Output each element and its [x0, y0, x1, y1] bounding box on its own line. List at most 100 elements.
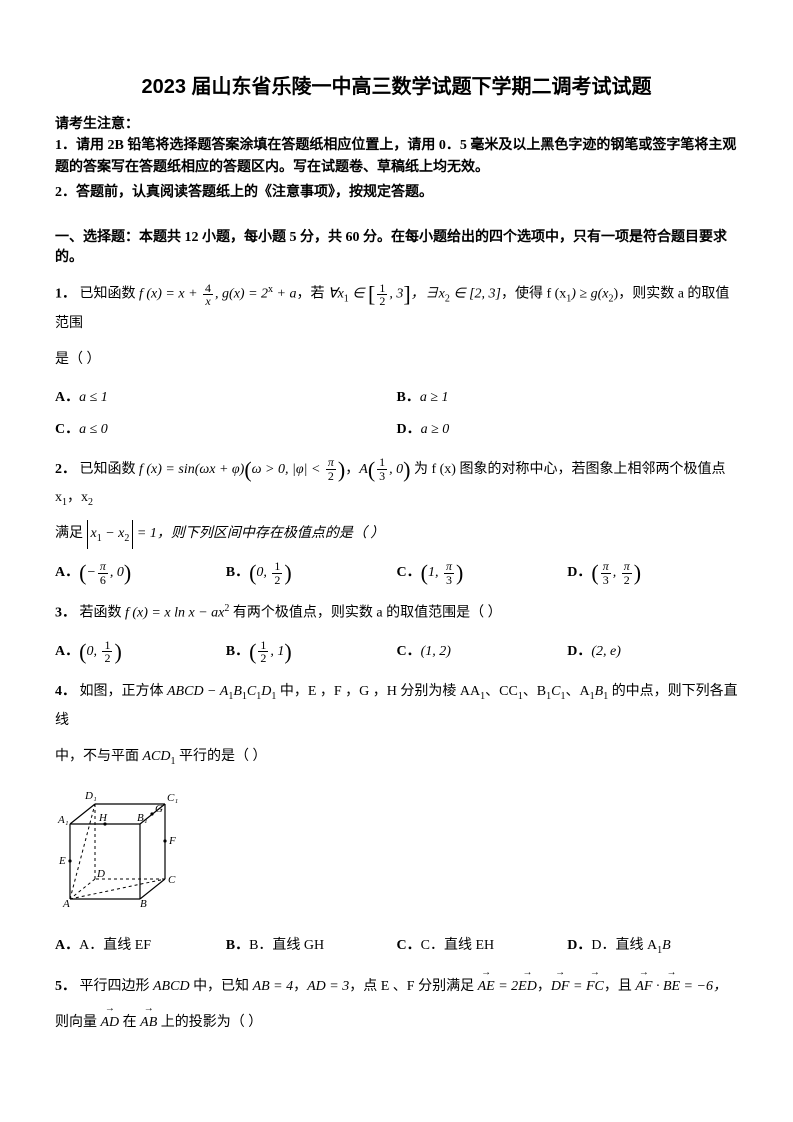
q2-c0: , 0 — [389, 462, 403, 477]
q1-geg: ) ≥ g(x — [571, 287, 608, 302]
q1-half: 12 — [375, 282, 389, 308]
q4-opt-a: A．A．直线 EF — [55, 930, 226, 963]
q5-ad: AD — [101, 1009, 120, 1037]
question-1: 1． 已知函数 f (x) = x + 4x, g(x) = 2x + a，若 … — [55, 280, 738, 445]
q2-bl: ( — [368, 456, 375, 481]
q1-ga: + a — [273, 287, 296, 302]
q1-rb: ] — [403, 282, 410, 307]
q3-opt-d: D．(2, e) — [567, 636, 738, 668]
q1-f: f (x) = x + — [139, 287, 201, 302]
q3-options: A．(0, 12) B．(12, 1) C．(1, 2) D．(2, e) — [55, 636, 738, 668]
q2-comma: ， — [345, 462, 359, 477]
q1-in23: ∈ [2, 3] — [450, 287, 501, 302]
q1-lb: [ — [368, 282, 375, 307]
q5-abcd: ABCD — [153, 979, 190, 994]
page-title: 2023 届山东省乐陵一中高三数学试题下学期二调考试试题 — [55, 70, 738, 99]
q4-opt-d: D．D．直线 A1B — [567, 930, 738, 963]
q3-stem: 3． 若函数 f (x) = x ln x − ax2 有两个极值点，则实数 a… — [55, 599, 738, 628]
q4-l2b: 平行的是（ ） — [176, 749, 267, 764]
q5-af: AF — [635, 973, 652, 1001]
svg-text:C: C — [168, 874, 176, 886]
q1-frac-4x: 4x — [201, 282, 215, 308]
q5-fc: FC — [586, 973, 604, 1001]
svg-text:F: F — [168, 835, 176, 847]
q2-x2: 2 — [88, 496, 93, 507]
q1-pre: 已知函数 — [80, 287, 140, 302]
q5-dot: · — [652, 979, 663, 994]
q5-eqm6: = −6， — [680, 979, 727, 994]
svg-text:H: H — [98, 812, 108, 824]
q5-ab4: AB = 4 — [253, 979, 294, 994]
q4-opt-b: B．B．直线 GH — [226, 930, 397, 963]
instructions-header: 请考生注意： — [55, 113, 738, 133]
q4-cube: ABCD − A — [167, 684, 228, 699]
q2-pi2: π2 — [324, 456, 338, 482]
q2-lt: < — [307, 462, 323, 477]
q5-sd: ，点 E 、F 分别满足 — [349, 979, 477, 994]
q4-stem-1: 4． 如图，正方体 ABCD − A1B1C1D1 中，E ，F ，G ，H 分… — [55, 678, 738, 735]
q1-number: 1． — [55, 287, 76, 302]
q4-l2: 中，不与平面 — [55, 749, 143, 764]
q5-l2c: 上的投影为（ ） — [157, 1015, 262, 1030]
q5-se: ， — [537, 979, 551, 994]
q4-acd: ACD — [143, 749, 171, 764]
svg-text:A₁: A₁ — [57, 814, 69, 826]
q5-sa: 平行四边形 — [80, 979, 154, 994]
q1-shide: ，使得 f (x — [501, 287, 566, 302]
q4-opt-c: C．C．直线 EH — [397, 930, 568, 963]
q1-opt-c: C．a ≤ 0 — [55, 414, 397, 446]
q5-stem-2: 则向量 AD 在 AB 上的投影为（ ） — [55, 1009, 738, 1037]
q5-df: DF — [551, 973, 570, 1001]
q2-opt-b: B．(0, 12) — [226, 557, 397, 589]
svg-text:C₁: C₁ — [167, 792, 178, 804]
q5-ad3: AD = 3 — [307, 979, 349, 994]
q5-ed: ED — [518, 973, 537, 1001]
q2-opt-d: D．(π3, π2) — [567, 557, 738, 589]
svg-text:A: A — [62, 898, 70, 909]
q1-ruo: ，若 — [297, 287, 329, 302]
q1-opt-a: A．a ≤ 1 — [55, 382, 397, 414]
q2-third: 13 — [375, 456, 389, 482]
q5-be: BE — [663, 973, 680, 1001]
q3-opt-c: C．(1, 2) — [397, 636, 568, 668]
instruction-2: 2．答题前，认真阅读答题纸上的《注意事项》，按规定答题。 — [55, 182, 738, 204]
q1-g: , g(x) = 2 — [215, 287, 268, 302]
cube-diagram-icon: A B C D A₁ B₁ C₁ D₁ E F G H — [55, 779, 185, 909]
svg-text:G: G — [155, 803, 163, 815]
q1-ex: ，∃x — [411, 287, 445, 302]
q2-absphi: |φ| — [292, 462, 307, 477]
question-3: 3． 若函数 f (x) = x ln x − ax2 有两个极值点，则实数 a… — [55, 599, 738, 668]
q1-stem: 1． 已知函数 f (x) = x + 4x, g(x) = 2x + a，若 … — [55, 280, 738, 337]
q1-opt-d: D．a ≥ 0 — [397, 414, 739, 446]
q5-l2b: 在 — [119, 1015, 140, 1030]
question-2: 2． 已知函数 f (x) = sin(ωx + φ)(ω > 0, |φ| <… — [55, 456, 738, 590]
q2-stem-2: 满足 x1 − x2 = 1，则下列区间中存在极值点的是（ ） — [55, 520, 738, 549]
section-1-header: 一、选择题：本题共 12 小题，每小题 5 分，共 60 分。在每小题给出的四个… — [55, 226, 738, 266]
instruction-1: 1．请用 2B 铅笔将选择题答案涂填在答题纸相应位置上，请用 0．5 毫米及以上… — [55, 135, 738, 180]
q1-opt-b: B．a ≥ 1 — [397, 382, 739, 414]
q2-stem-1: 2． 已知函数 f (x) = sin(ωx + φ)(ω > 0, |φ| <… — [55, 456, 738, 513]
q2-A: A — [359, 462, 368, 477]
svg-text:D: D — [96, 868, 105, 880]
q5-sf: ，且 — [604, 979, 636, 994]
q5-ae: AE — [478, 973, 495, 1001]
q3-opt-b: B．(12, 1) — [226, 636, 397, 668]
q2-abs: x1 − x2 — [87, 520, 134, 549]
q2-cl: ( — [244, 456, 251, 481]
svg-text:B₁: B₁ — [137, 812, 148, 824]
q4-figure: A B C D A₁ B₁ C₁ D₁ E F G H — [55, 779, 738, 920]
q2-opt-c: C．(1, π3) — [397, 557, 568, 589]
q3-number: 3． — [55, 606, 76, 621]
q1-forall: ∀x — [328, 287, 344, 302]
q3-f: f (x) = x ln x − ax — [125, 606, 224, 621]
q5-sb: 中，已知 — [190, 979, 253, 994]
q3-sa: 若函数 — [80, 606, 126, 621]
q5-stem-1: 5． 平行四边形 ABCD 中，已知 AB = 4，AD = 3，点 E 、F … — [55, 973, 738, 1001]
q5-eq2: = 2 — [495, 979, 518, 994]
q2-eq1: = 1，则下列区间中存在极值点的是（ ） — [133, 526, 384, 541]
q4-stem-2: 中，不与平面 ACD1 平行的是（ ） — [55, 743, 738, 772]
q4-sb: 中，E ，F ，G ，H 分别为棱 AA — [276, 684, 480, 699]
q2-f: f (x) = sin(ωx + φ) — [139, 462, 244, 477]
q5-ab: AB — [140, 1009, 157, 1037]
q5-l2a: 则向量 — [55, 1015, 101, 1030]
